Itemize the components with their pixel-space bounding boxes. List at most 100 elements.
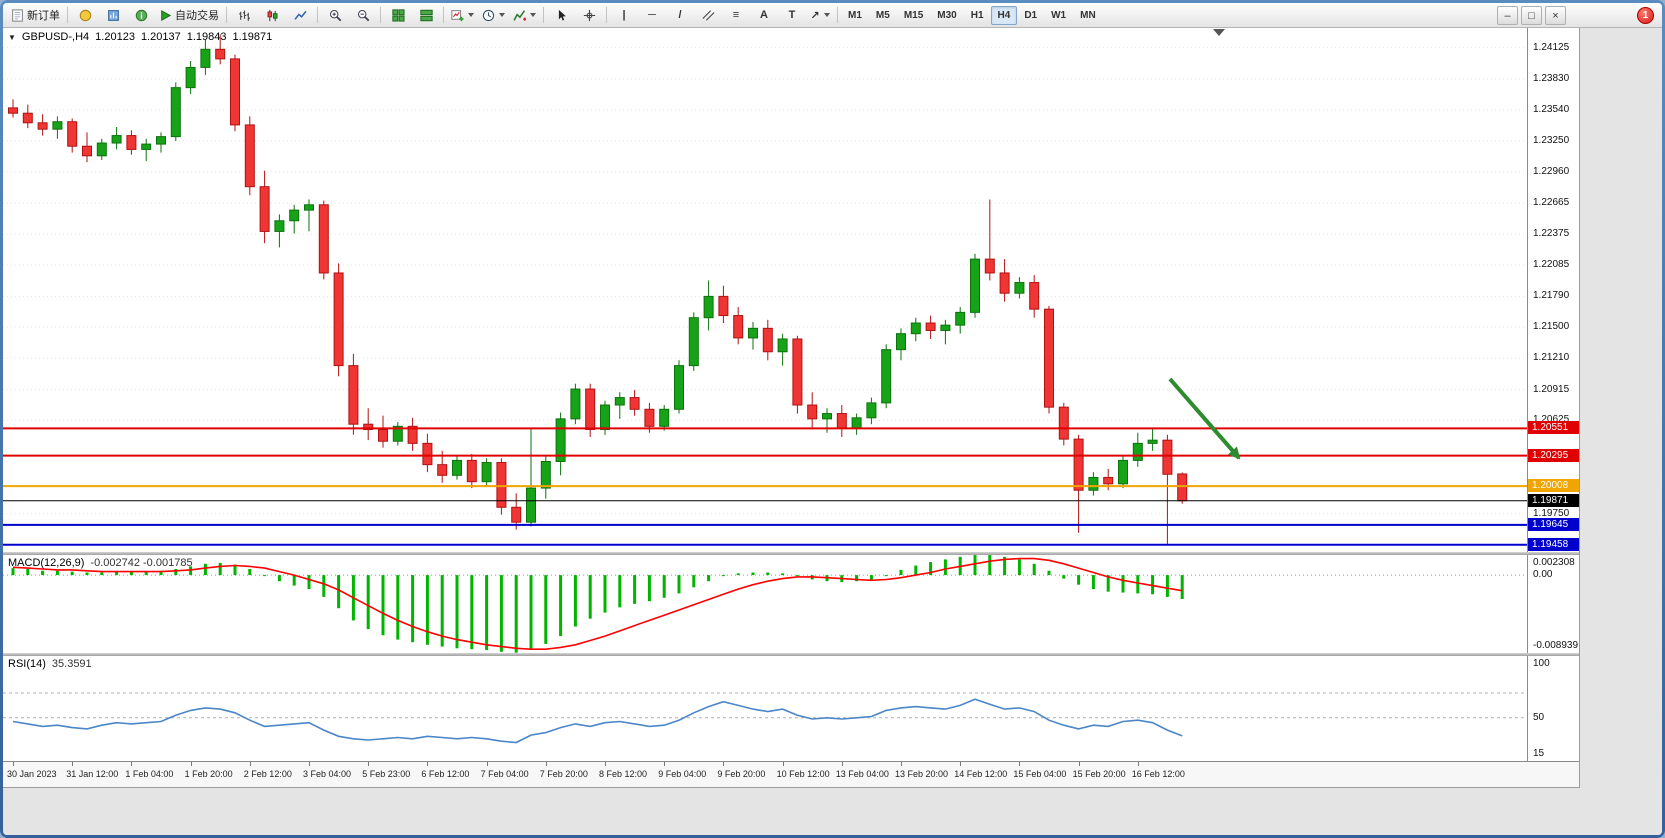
vertical-line-button[interactable]: | (610, 4, 638, 26)
close-chart-button[interactable]: × (1545, 6, 1566, 25)
price-scale-label: 1.21500 (1533, 321, 1570, 333)
price-scale-label: 1.20915 (1533, 383, 1570, 395)
rsi-header: RSI(14) 35.3591 (8, 658, 92, 670)
timeframe-h1-button[interactable]: H1 (970, 9, 984, 21)
timeframe-d1-button[interactable]: D1 (1024, 9, 1038, 21)
candle-body (659, 408, 670, 427)
one-click-trading-toggle[interactable]: ▼ (8, 32, 16, 42)
trend-arrow-annotation[interactable] (1168, 377, 1241, 460)
cursor-button[interactable] (547, 4, 575, 26)
macd-bar (692, 575, 696, 588)
zoom-out-button[interactable] (349, 4, 377, 26)
ohlc-open: 1.20123 (95, 31, 135, 43)
candle-body (200, 48, 211, 68)
text-button[interactable]: A (750, 4, 778, 26)
bar-chart-button[interactable] (230, 4, 258, 26)
macd-bar (573, 575, 577, 627)
line-chart-button[interactable] (286, 4, 314, 26)
minimize-chart-button[interactable]: – (1497, 6, 1518, 25)
horizontal-line-icon: ─ (648, 9, 656, 21)
macd-bar (277, 575, 281, 582)
timeframe-m15-button[interactable]: M15 (903, 9, 924, 21)
timeframe-m5-button[interactable]: M5 (875, 9, 890, 21)
channel-button[interactable] (694, 4, 722, 26)
timeframe-w1-button[interactable]: W1 (1051, 9, 1067, 21)
ohlc-high: 1.20137 (140, 31, 181, 43)
timeframe-m30-button[interactable]: M30 (937, 9, 957, 21)
price-tag-1.20295: 1.20295 (1528, 448, 1579, 462)
period-dropdown[interactable] (478, 4, 509, 26)
fibonacci-button[interactable]: ≡ (722, 4, 750, 26)
candle-body (67, 121, 78, 147)
candle-body (940, 324, 951, 331)
chart-shift-marker-icon[interactable] (1213, 29, 1225, 36)
panel-separator[interactable] (3, 653, 1579, 656)
vertical-line-icon: | (622, 9, 626, 21)
workspace: 1.24125 1.23830 1.23540 1.23250 1.22960 1.226… (3, 28, 1662, 835)
new-chart-dropdown[interactable] (447, 4, 478, 26)
candle-body (244, 124, 255, 188)
macd-bar (544, 575, 548, 644)
candle-body (644, 408, 655, 427)
arrows-dropdown[interactable]: ↗ (806, 4, 834, 26)
macd-plot[interactable] (3, 555, 1527, 653)
rsi-panel[interactable]: 100 50 15 RSI(14) 35.3591 (3, 656, 1579, 761)
price-chart-plot[interactable] (3, 28, 1527, 552)
price-scale-label: 1.24125 (1533, 41, 1570, 53)
restore-chart-button[interactable]: □ (1521, 6, 1542, 25)
autotrading-icon (161, 9, 172, 21)
macd-bar (233, 564, 237, 576)
candle-body (674, 365, 684, 410)
rsi-scale[interactable]: 100 50 15 (1527, 656, 1579, 761)
arrange-windows-button[interactable] (412, 4, 440, 26)
timeframe-mn-button[interactable]: MN (1080, 9, 1096, 21)
candle-body (333, 272, 344, 367)
candle-body (22, 112, 33, 124)
candle-body (289, 209, 300, 222)
macd-bar (1003, 556, 1007, 576)
tile-windows-button[interactable] (384, 4, 412, 26)
clock-icon (482, 9, 495, 21)
panel-separator[interactable] (3, 552, 1579, 555)
toolbar: 新订单 自动交易 | ─ / ≡ A T ↗ M1 M5 M15 M30 H1 H4 D1 W1 MN – □ × 1 (3, 3, 1662, 28)
rsi-plot[interactable] (3, 656, 1527, 761)
macd-bar (662, 575, 666, 598)
time-axis-tick (841, 762, 843, 766)
price-scale-label: 1.21210 (1533, 352, 1570, 364)
time-axis[interactable]: 30 Jan 2023 31 Jan 12:00 1 Feb 04:00 1 Feb … (3, 761, 1579, 787)
notification-badge[interactable]: 1 (1637, 7, 1654, 24)
macd-bar (159, 570, 163, 576)
time-axis-tick (545, 762, 547, 766)
trendline-button[interactable]: / (666, 4, 694, 26)
text-label-button[interactable]: T (778, 4, 806, 26)
metaeditor-button[interactable] (71, 4, 99, 26)
crosshair-button[interactable] (575, 4, 603, 26)
price-tag-1.19458: 1.19458 (1528, 537, 1579, 551)
indicators-dropdown[interactable] (509, 4, 540, 26)
candle-body (866, 402, 877, 419)
horizontal-line-button[interactable]: ─ (638, 4, 666, 26)
macd-bar (988, 555, 992, 576)
macd-panel[interactable]: 0.002308 0.00 -0.008939 MACD(12,26,9) -0.0… (3, 555, 1579, 653)
autotrading-button[interactable]: 自动交易 (155, 4, 223, 26)
price-scale-label: 1.23540 (1533, 104, 1570, 115)
candle-body (629, 397, 640, 410)
market-watch-button[interactable] (99, 4, 127, 26)
macd-label: MACD(12,26,9) (8, 557, 85, 569)
price-chart-panel[interactable]: 1.24125 1.23830 1.23540 1.23250 1.22960 1.226… (3, 28, 1579, 552)
time-axis-tick (605, 762, 606, 766)
time-axis-tick (309, 762, 310, 766)
price-scale[interactable]: 1.24125 1.23830 1.23540 1.23250 1.22960 1.226… (1527, 28, 1579, 552)
macd-bar (1151, 575, 1155, 595)
candlestick-chart-button[interactable] (258, 4, 286, 26)
candle-body (141, 143, 152, 150)
new-order-button[interactable]: 新订单 (7, 4, 64, 26)
data-window-button[interactable] (127, 4, 155, 26)
cursor-icon (558, 9, 566, 20)
timeframe-m1-button[interactable]: M1 (848, 9, 862, 21)
zoom-in-button[interactable] (321, 4, 349, 26)
dropdown-caret-icon (499, 13, 505, 17)
timeframe-h4-button[interactable]: H4 (990, 5, 1018, 25)
macd-scale[interactable]: 0.002308 0.00 -0.008939 (1527, 555, 1579, 653)
